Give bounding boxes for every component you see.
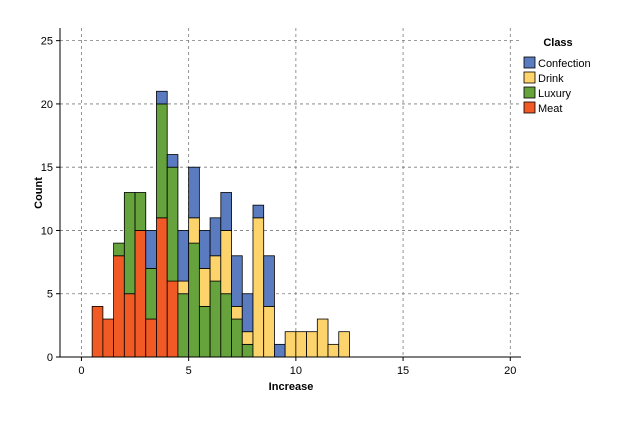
bar-confection <box>220 192 232 231</box>
bar-meat <box>134 230 147 358</box>
bar-confection <box>209 217 222 257</box>
bar-drink <box>231 305 243 320</box>
bar-drink <box>316 318 329 358</box>
y-tick-label: 0 <box>47 352 53 364</box>
bar-drink <box>338 331 350 358</box>
bar-drink <box>252 217 265 358</box>
y-tick-label: 25 <box>41 36 53 48</box>
bar-drink <box>306 331 318 358</box>
x-tick-label: 10 <box>290 365 302 377</box>
bar-meat <box>91 305 104 358</box>
bar-luxury <box>113 242 125 257</box>
bar-meat <box>113 255 125 358</box>
bar-drink <box>284 331 297 358</box>
bar-drink <box>198 268 211 307</box>
bar-confection <box>252 204 265 219</box>
x-tick-label: 0 <box>78 365 84 377</box>
legend-swatch-drink <box>523 71 536 84</box>
bar-luxury <box>177 293 190 358</box>
legend: Class Confection Drink Luxury Meat <box>523 37 591 115</box>
bar-confection <box>241 293 254 333</box>
bar-meat <box>156 217 168 358</box>
bar-confection <box>177 230 190 282</box>
y-tick-label: 5 <box>47 289 53 301</box>
legend-label-confection: Confection <box>538 58 591 70</box>
x-axis-ticks: 0 5 10 15 20 <box>78 357 516 377</box>
bar-confection <box>188 166 200 219</box>
bar-drink <box>327 343 340 358</box>
legend-swatch-meat <box>523 101 536 114</box>
bar-meat <box>145 318 157 358</box>
bar-drink <box>295 331 307 358</box>
legend-swatch-luxury <box>523 86 536 99</box>
bar-luxury <box>198 305 211 358</box>
bar-confection <box>274 343 286 358</box>
bar-drink <box>209 255 222 282</box>
legend-swatch-confection <box>523 56 536 69</box>
bar-luxury <box>209 280 222 358</box>
y-tick-label: 15 <box>41 162 53 174</box>
bar-confection <box>145 230 157 269</box>
y-tick-label: 10 <box>41 225 53 237</box>
y-axis-title: Count <box>33 177 45 209</box>
bar-meat <box>123 293 136 358</box>
bar-meat <box>102 318 115 358</box>
x-tick-label: 5 <box>186 365 192 377</box>
bar-luxury <box>134 192 147 231</box>
bar-confection <box>166 154 179 168</box>
bar-confection <box>263 255 275 307</box>
bar-drink <box>177 280 190 295</box>
bar-drink <box>188 217 200 244</box>
x-tick-label: 20 <box>504 365 516 377</box>
bar-luxury <box>220 293 232 358</box>
legend-title: Class <box>543 37 572 49</box>
legend-label-drink: Drink <box>538 73 564 85</box>
bar-luxury <box>241 343 254 358</box>
bar-drink <box>220 230 232 295</box>
bar-luxury <box>166 166 179 282</box>
x-tick-label: 15 <box>397 365 409 377</box>
bar-confection <box>198 230 211 269</box>
y-axis-ticks: 0 5 10 15 20 25 <box>41 36 60 364</box>
bar-drink <box>241 331 254 345</box>
bar-confection <box>231 255 243 307</box>
bar-luxury <box>145 268 157 320</box>
bar-luxury <box>156 103 168 219</box>
bar-luxury <box>188 242 200 358</box>
histogram-bars <box>91 90 350 358</box>
bar-meat <box>166 280 179 358</box>
y-tick-label: 20 <box>41 99 53 111</box>
x-axis-title: Increase <box>269 381 314 393</box>
legend-label-meat: Meat <box>538 103 562 115</box>
bar-luxury <box>123 192 136 295</box>
bar-drink <box>263 305 275 358</box>
bar-confection <box>156 90 168 105</box>
bar-luxury <box>231 318 243 358</box>
axes <box>59 28 521 358</box>
legend-label-luxury: Luxury <box>538 88 572 100</box>
